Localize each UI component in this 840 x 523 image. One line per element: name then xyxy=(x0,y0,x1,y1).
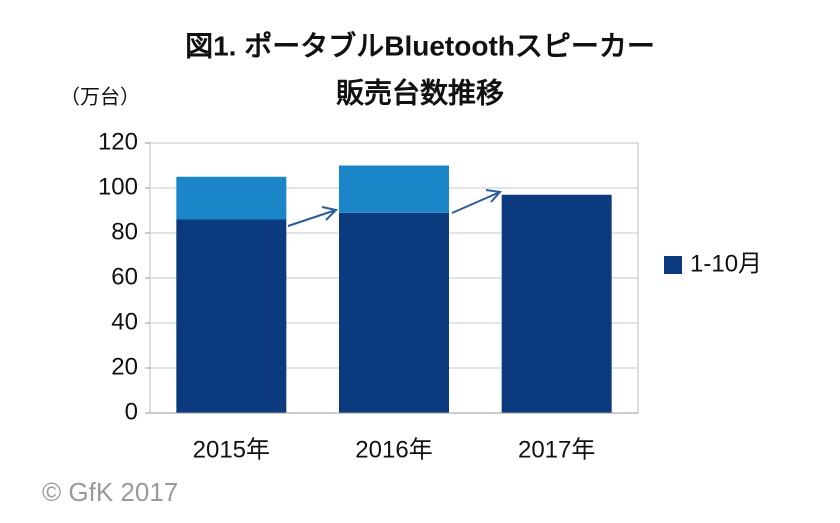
x-tick-label: 2016年 xyxy=(355,436,432,463)
x-tick-label: 2015年 xyxy=(193,436,270,463)
bar xyxy=(176,176,287,220)
y-tick-label: 100 xyxy=(98,173,138,200)
x-tick-label: 2017年 xyxy=(518,436,595,463)
bar xyxy=(339,212,449,413)
y-axis-label: （万台） xyxy=(60,85,140,108)
y-tick-label: 80 xyxy=(111,218,138,245)
y-tick-label: 0 xyxy=(125,398,138,425)
bar xyxy=(501,194,612,413)
trend-arrow xyxy=(451,189,502,214)
legend-label: 1-10月 xyxy=(690,250,762,277)
bar xyxy=(339,165,449,213)
copyright: © GfK 2017 xyxy=(42,477,178,507)
y-tick-label: 40 xyxy=(111,308,138,335)
y-tick-label: 120 xyxy=(98,128,138,155)
chart-title: 図1. ポータブルBluetoothスピーカー xyxy=(185,29,655,61)
y-tick-label: 20 xyxy=(111,353,138,380)
trend-arrow xyxy=(287,206,339,227)
legend-swatch xyxy=(664,256,682,274)
plot-area: 0 20 40 60 80 100 120 2015年 2016年 2017年 xyxy=(98,128,639,463)
y-tick-label: 60 xyxy=(111,263,138,290)
chart-subtitle: 販売台数推移 xyxy=(336,76,504,108)
bar xyxy=(176,219,287,413)
